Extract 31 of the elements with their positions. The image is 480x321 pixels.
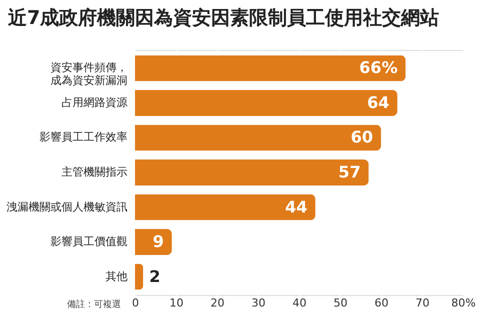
bar xyxy=(135,124,381,151)
data-label: 9 xyxy=(152,232,164,252)
x-tick-label: 10 xyxy=(170,296,184,310)
x-tick-label: 70 xyxy=(416,296,430,310)
y-tick-label: 占用網路資源 xyxy=(62,96,128,109)
data-label: 2 xyxy=(149,266,160,286)
y-tick-label: 其他 xyxy=(106,270,128,283)
y-tick-label: 洩漏機關或個人機敏資訊 xyxy=(6,200,128,214)
bar xyxy=(135,90,398,116)
bar xyxy=(135,160,369,186)
bar xyxy=(135,264,144,290)
x-tick-label: 30 xyxy=(252,296,266,310)
x-tick-label: 40 xyxy=(292,296,306,310)
x-tick-label: 20 xyxy=(210,296,224,310)
x-tick-label: 0 xyxy=(132,296,139,310)
y-tick-label: 影響員工工作效率 xyxy=(40,130,128,144)
x-tick-label: 60 xyxy=(374,296,388,310)
data-label: 57 xyxy=(338,162,361,182)
x-tick-label: 50 xyxy=(334,296,348,310)
text: 備註：可複選 xyxy=(67,299,121,310)
data-label: 44 xyxy=(285,197,308,216)
bar xyxy=(135,194,316,220)
y-tick-label: 影響員工價值觀 xyxy=(50,235,128,248)
y-tick-label: 資安事件頻傳，成為資安新漏洞 xyxy=(50,61,128,88)
data-label: 60 xyxy=(350,128,373,147)
y-tick-label: 主管機關指示 xyxy=(62,166,128,178)
data-label: 66% xyxy=(359,58,398,78)
chart-title: 近7成政府機關因為資安因素限制員工使用社交網站 xyxy=(7,7,440,29)
bar xyxy=(135,55,406,82)
x-tick-label: 80% xyxy=(451,296,476,310)
data-label: 64 xyxy=(367,92,390,112)
